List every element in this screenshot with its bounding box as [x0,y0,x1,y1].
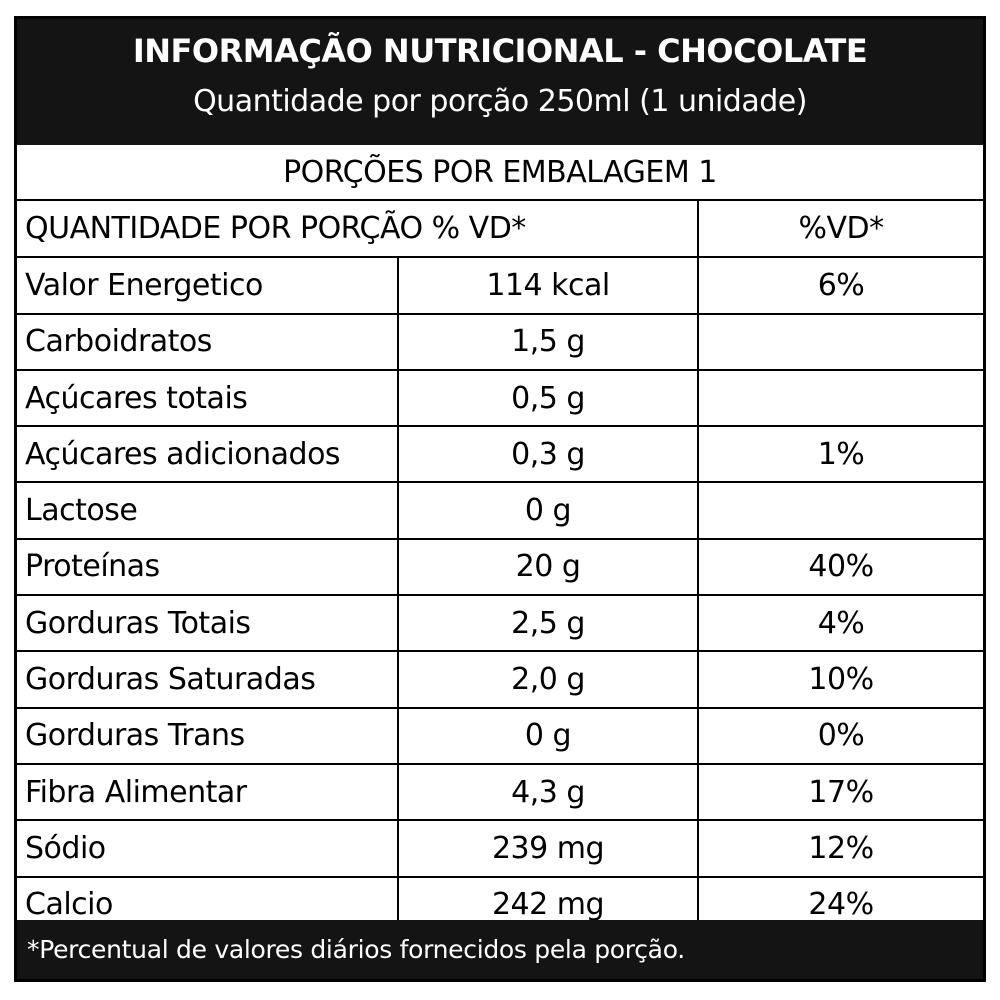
nutrient-quantity: 114 kcal [396,256,700,315]
nutrient-quantity: 0 g [396,481,700,540]
nutrient-name: Gorduras Saturadas [17,650,399,709]
table-row: Gorduras Totais 2,5 g 4% [17,594,984,653]
nutrient-name: Fibra Alimentar [17,762,399,822]
nutrient-daily-value [697,481,984,540]
nutrient-quantity: 2,5 g [396,594,700,653]
table-row: Açúcares adicionados 0,3 g 1% [17,425,984,484]
table-row: Açúcares totais 0,5 g [17,368,984,428]
serving-size: Quantidade por porção 250ml (1 unidade) [193,84,807,119]
label-title: INFORMAÇÃO NUTRICIONAL - CHOCOLATE [132,32,868,70]
nutrient-name: Açúcares totais [17,368,399,428]
nutrient-name: Valor Energetico [17,256,399,315]
nutrient-quantity: 0 g [396,706,700,765]
nutrition-table: QUANTIDADE POR PORÇÃO % VD* %VD* Valor E… [17,201,984,934]
nutrient-name: Gorduras Trans [17,706,399,765]
table-row: Sódio 239 mg 12% [17,819,984,878]
nutrition-facts-label: INFORMAÇÃO NUTRICIONAL - CHOCOLATE Quant… [14,16,986,982]
nutrient-quantity: 4,3 g [396,762,700,822]
nutrient-name: Proteínas [17,537,399,597]
nutrient-name: Gorduras Totais [17,594,399,653]
nutrient-quantity: 239 mg [396,819,700,878]
table-row: Proteínas 20 g 40% [17,537,984,597]
nutrient-quantity: 1,5 g [396,312,700,371]
nutrient-daily-value: 1% [697,425,984,484]
column-header-quantity: QUANTIDADE POR PORÇÃO % VD* [17,201,700,259]
table-row: Gorduras Saturadas 2,0 g 10% [17,650,984,709]
table-row: Valor Energetico 114 kcal 6% [17,256,984,315]
nutrient-quantity: 0,5 g [396,368,700,428]
nutrient-daily-value: 40% [697,537,984,597]
nutrient-name: Carboidratos [17,312,399,371]
table-row: Lactose 0 g [17,481,984,540]
nutrient-quantity: 2,0 g [396,650,700,709]
nutrient-name: Sódio [17,819,399,878]
table-row: Gorduras Trans 0 g 0% [17,706,984,765]
table-row: Carboidratos 1,5 g [17,312,984,371]
table-header-row: QUANTIDADE POR PORÇÃO % VD* %VD* [17,201,984,259]
nutrient-daily-value: 6% [697,256,984,315]
nutrient-name: Açúcares adicionados [17,425,399,484]
nutrient-daily-value [697,368,984,428]
nutrient-name: Lactose [17,481,399,540]
nutrient-daily-value: 4% [697,594,984,653]
nutrient-quantity: 20 g [396,537,700,597]
footnote: *Percentual de valores diários fornecido… [17,920,983,979]
nutrient-quantity: 0,3 g [396,425,700,484]
portions-per-package: PORÇÕES POR EMBALAGEM 1 [17,145,983,201]
table-row: Fibra Alimentar 4,3 g 17% [17,762,984,822]
column-header-vd: %VD* [697,201,984,259]
nutrient-daily-value: 10% [697,650,984,709]
label-header: INFORMAÇÃO NUTRICIONAL - CHOCOLATE Quant… [17,19,983,145]
nutrient-daily-value [697,312,984,371]
nutrient-daily-value: 17% [697,762,984,822]
nutrient-daily-value: 0% [697,706,984,765]
nutrient-daily-value: 12% [697,819,984,878]
